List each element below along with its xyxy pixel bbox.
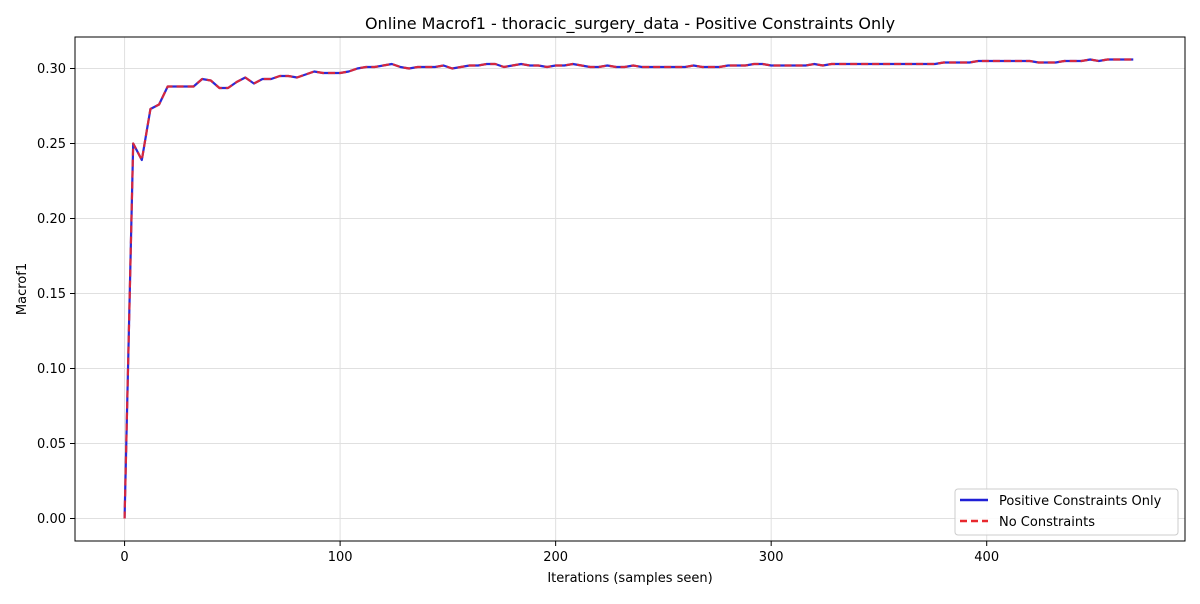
x-tick-label: 400 xyxy=(974,550,999,565)
x-tick-label: 200 xyxy=(543,550,568,565)
legend-box xyxy=(954,488,1179,536)
legend-label-no-constraints: No Constraints xyxy=(999,515,1095,530)
y-tick-label: 0.15 xyxy=(37,287,66,302)
chart-title: Online Macrof1 - thoracic_surgery_data -… xyxy=(365,14,895,34)
x-axis-ticks: 0 100 200 300 400 xyxy=(120,541,999,565)
y-tick-label: 0.30 xyxy=(37,62,66,77)
x-axis-label: Iterations (samples seen) xyxy=(547,571,712,586)
plot-series xyxy=(123,58,1134,519)
x-tick-label: 0 xyxy=(120,550,128,565)
plot-frame xyxy=(74,36,1186,542)
y-tick-label: 0.25 xyxy=(37,137,66,152)
legend-label-positive-constraints: Positive Constraints Only xyxy=(999,494,1162,509)
y-tick-label: 0.05 xyxy=(37,437,66,452)
x-tick-label: 300 xyxy=(759,550,784,565)
legend: Positive Constraints Only No Constraints xyxy=(954,488,1179,536)
series-line-no-constraints xyxy=(123,58,1134,519)
x-tick-label: 100 xyxy=(328,550,353,565)
y-tick-label: 0.20 xyxy=(37,212,66,227)
grid xyxy=(75,37,1185,541)
y-axis-label: Macrof1 xyxy=(15,263,30,315)
y-tick-label: 0.00 xyxy=(37,512,66,527)
y-axis-ticks: 0.00 0.05 0.10 0.15 0.20 0.25 0.30 xyxy=(37,62,75,527)
y-tick-label: 0.10 xyxy=(37,362,66,377)
